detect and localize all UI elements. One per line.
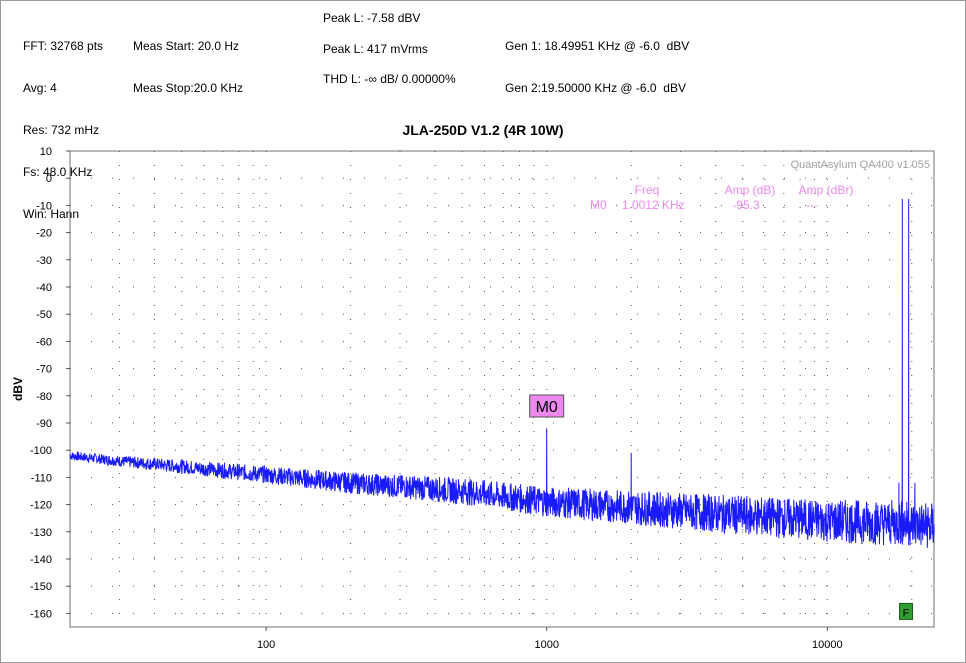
generators: Gen 1: 18.49951 KHz @ -6.0 dBV Gen 2:19.… <box>505 11 689 109</box>
peak-dbv: Peak L: -7.58 dBV <box>323 11 421 25</box>
x-tick-label: 1000 <box>534 639 558 651</box>
y-tick-label: -50 <box>36 309 52 321</box>
y-tick-label: -70 <box>36 364 52 376</box>
marker-m0[interactable]: M0 <box>529 394 565 418</box>
x-tick-label: 10000 <box>812 639 843 651</box>
marker-row-name: M0 <box>590 198 607 212</box>
y-tick-label: -80 <box>36 391 52 403</box>
y-tick-label: -100 <box>30 445 52 457</box>
marker-header-amp-db: Amp (dB) <box>725 183 776 197</box>
y-tick-label: -30 <box>36 255 52 267</box>
y-tick-label: -90 <box>36 418 52 430</box>
gen1: Gen 1: 18.49951 KHz @ -6.0 dBV <box>505 39 690 53</box>
y-tick-label: -10 <box>36 200 52 212</box>
marker-row-amp-dbr: --- <box>806 198 818 212</box>
y-tick-label: -150 <box>30 581 52 593</box>
grid <box>69 150 934 627</box>
spectrum-series-line <box>69 198 935 548</box>
fft-info: FFT: 32768 pts Avg: 4 Res: 732 mHz Fs: 4… <box>23 11 103 235</box>
y-tick-label: -20 <box>36 228 52 240</box>
peak-mvrms: Peak L: 417 mVrms <box>323 42 428 56</box>
x-tick-label: 100 <box>257 639 275 651</box>
chart-title: JLA-250D V1.2 (4R 10W) <box>402 122 563 138</box>
marker-m0-label: M0 <box>536 399 558 416</box>
y-tick-label: -120 <box>30 500 52 512</box>
flag-f[interactable]: F <box>899 602 914 620</box>
fs: Fs: 48.0 KHz <box>23 165 93 179</box>
fft-pts: FFT: 32768 pts <box>23 39 104 53</box>
marker-header-freq: Freq <box>635 183 660 197</box>
y-tick-label: -130 <box>30 527 52 539</box>
win: Win: Hann <box>23 207 80 221</box>
watermark: QuantAsylum QA400 v1.055 <box>791 159 930 171</box>
meas-stop: Meas Stop:20.0 KHz <box>133 81 244 95</box>
y-tick-label: -60 <box>36 336 52 348</box>
res: Res: 732 mHz <box>23 123 100 137</box>
y-tick-label: -160 <box>30 608 52 620</box>
flag-f-label: F <box>903 607 910 619</box>
y-tick-label: 10 <box>40 146 52 158</box>
thd-readout: THD L: -∞ dB/ 0.00000% <box>323 72 456 86</box>
marker-m0-box[interactable] <box>529 394 565 418</box>
gen2: Gen 2:19.50000 KHz @ -6.0 dBV <box>505 81 686 95</box>
flag-f-box[interactable] <box>899 602 914 620</box>
marker-header-amp-dbr: Amp (dBr) <box>799 183 854 197</box>
meas-range: Meas Start: 20.0 Hz Meas Stop:20.0 KHz <box>133 11 243 109</box>
y-tick-label: -40 <box>36 282 52 294</box>
marker-readout: Freq Amp (dB) Amp (dBr) M0 1.0012 KHz -9… <box>590 183 853 212</box>
x-axis-ticks: 100 1000 10000 <box>257 627 843 651</box>
y-axis-ticks: 10 0 -10 -20 -30 -40 -50 -60 -70 -80 -90 -100 -110 -1… <box>30 146 70 620</box>
y-tick-label: -140 <box>30 554 52 566</box>
y-tick-label: -110 <box>31 472 52 484</box>
y-tick-label: 0 <box>46 173 52 185</box>
avg: Avg: 4 <box>23 81 57 95</box>
marker-row-freq: 1.0012 KHz <box>622 198 685 212</box>
meas-start: Meas Start: 20.0 Hz <box>133 39 240 53</box>
marker-row-amp-db: -95.3 <box>732 198 760 212</box>
plot-border <box>69 150 935 628</box>
y-axis-label: dBV <box>11 377 25 401</box>
